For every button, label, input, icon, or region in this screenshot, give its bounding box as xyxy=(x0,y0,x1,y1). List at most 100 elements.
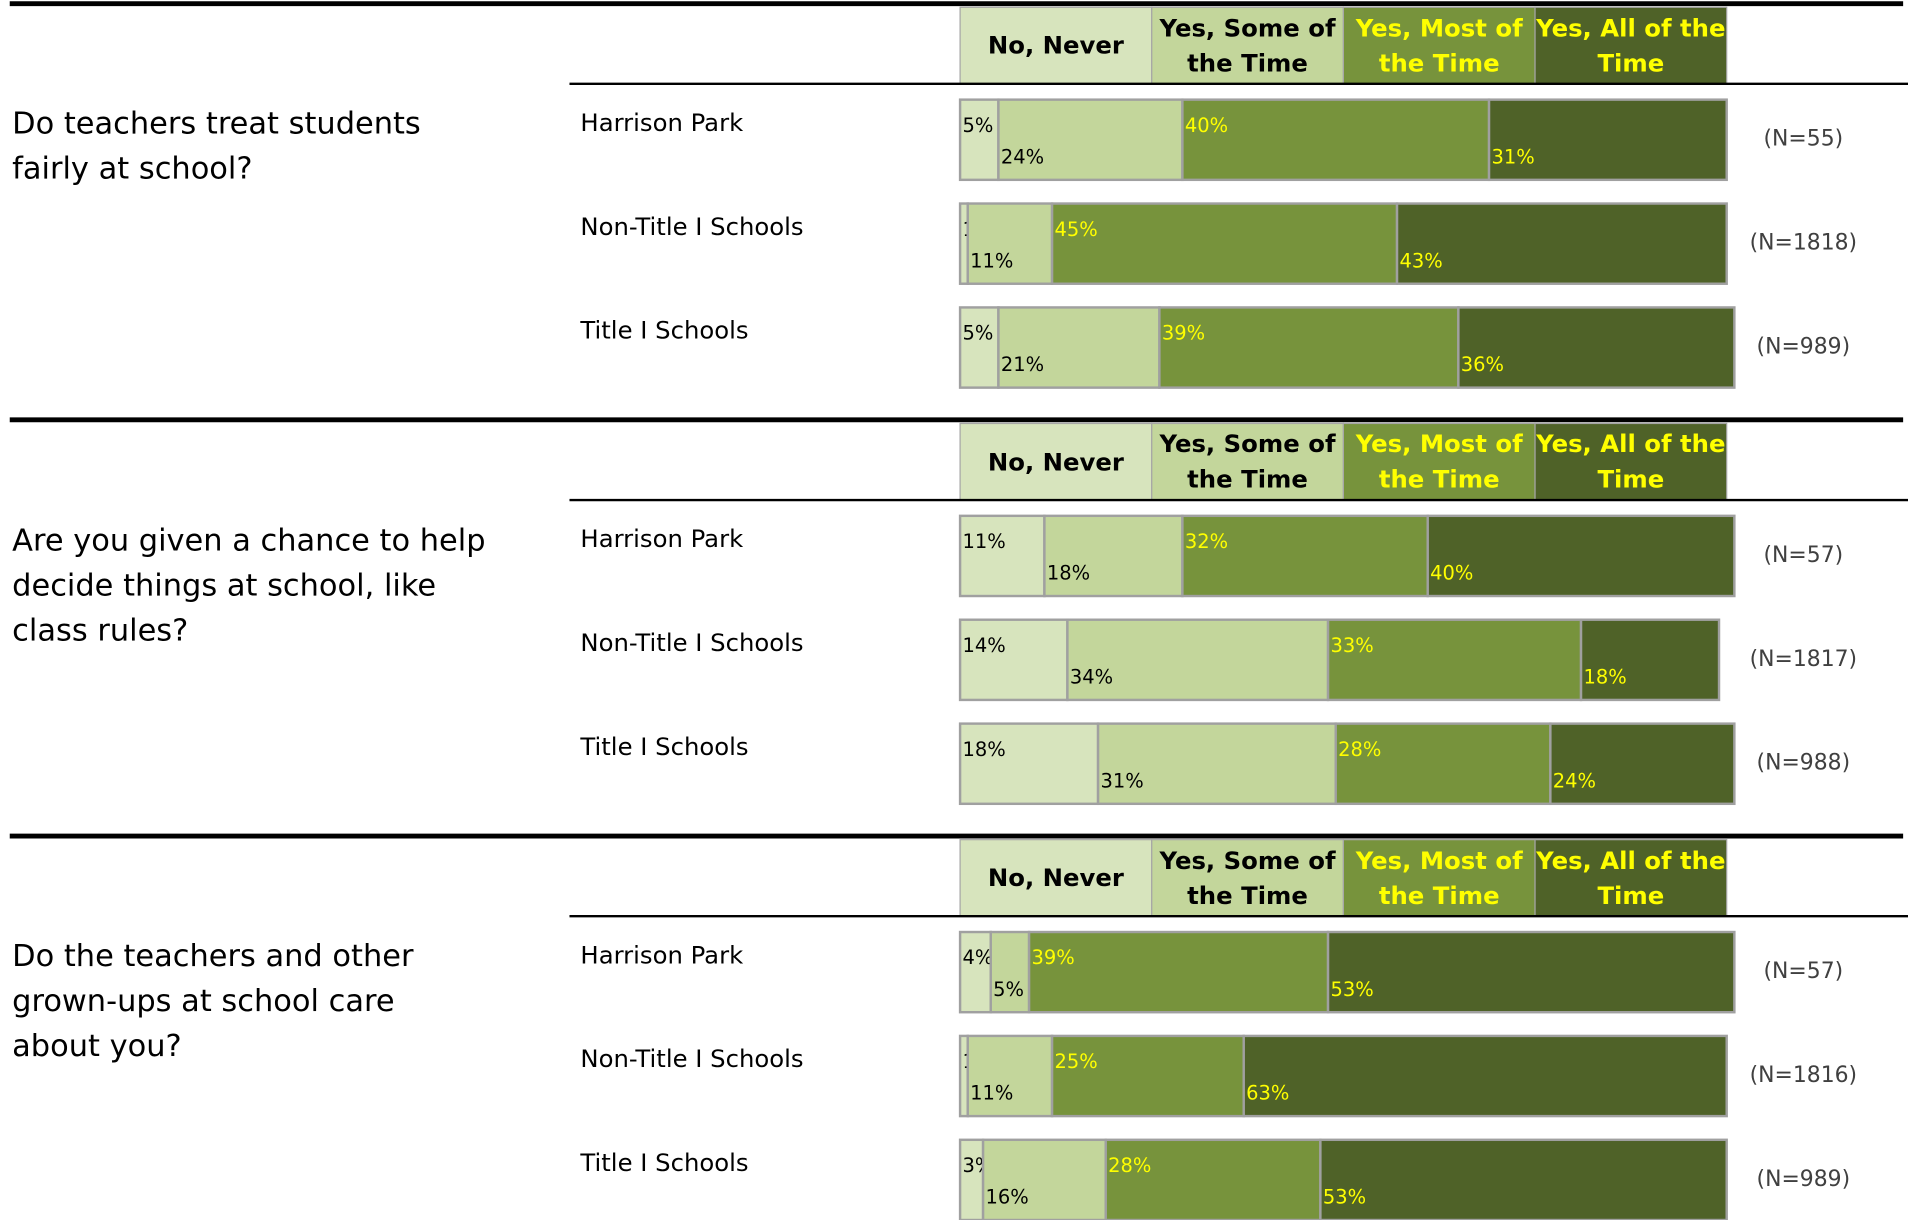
legend-label: Yes, Some of the Time xyxy=(1159,845,1336,910)
header-cell xyxy=(1534,422,1728,501)
legend-label-box: Yes, Most of the Time xyxy=(1356,13,1523,77)
bar-segment xyxy=(958,1138,985,1220)
bar-segment xyxy=(958,98,1000,182)
value-label: 28% xyxy=(1108,1154,1151,1177)
value-label: 5% xyxy=(993,978,1024,1001)
value-label: 24% xyxy=(1001,145,1044,168)
bar-segment xyxy=(1549,722,1736,806)
legend-label-box: Yes, Some of the Time xyxy=(1159,428,1336,494)
value-label: 5% xyxy=(963,322,994,345)
category-label: Harrison Park xyxy=(580,108,743,137)
value-label: 25% xyxy=(1055,1050,1098,1073)
bar-segment xyxy=(1319,1138,1728,1220)
header-cell xyxy=(1151,422,1344,501)
value-label: 11% xyxy=(963,530,1006,553)
value-label: 31% xyxy=(1491,145,1534,168)
n-label: (N=988) xyxy=(1757,751,1851,776)
question: Do teachers treat students fairly at sch… xyxy=(12,105,421,186)
bar-segment xyxy=(958,722,1100,806)
legend-label: No, Never xyxy=(987,30,1124,60)
bar-segment xyxy=(1050,202,1399,285)
value-label: 43% xyxy=(1399,249,1442,272)
header-cell xyxy=(959,839,1153,917)
bar-segment xyxy=(1181,98,1491,182)
bar-segment xyxy=(1066,618,1330,702)
value-label: 11% xyxy=(970,249,1013,272)
value-label: 21% xyxy=(1001,353,1044,376)
bar-segment xyxy=(1334,722,1552,806)
value-label: 40% xyxy=(1185,114,1228,137)
category-label: Non-Title I Schools xyxy=(580,1044,803,1073)
legend-label: Yes, All of the Time xyxy=(1536,428,1726,494)
question-box: Do teachers treat students fairly at sch… xyxy=(12,105,421,186)
value-label: 18% xyxy=(963,738,1006,761)
bar-segment xyxy=(958,306,1000,389)
category-label: Harrison Park xyxy=(580,524,743,553)
question-box: Do the teachers and other grown-ups at s… xyxy=(12,938,413,1063)
header-cell xyxy=(1534,6,1728,85)
bar-segment xyxy=(1050,1034,1245,1118)
header-cell xyxy=(1342,839,1536,917)
legend-label-box: No, Never xyxy=(987,862,1124,892)
bar-segment xyxy=(958,514,1046,598)
value-label: 63% xyxy=(1246,1082,1289,1105)
bar-segment xyxy=(1395,202,1728,285)
bar-segment xyxy=(1104,1138,1322,1220)
value-label: 45% xyxy=(1055,218,1098,241)
category-label: Non-Title I Schools xyxy=(580,212,803,241)
header-cell xyxy=(1534,839,1728,917)
bar-segment xyxy=(1158,306,1460,389)
header-cell xyxy=(1151,6,1344,85)
legend-label-box: Yes, All of the Time xyxy=(1536,845,1726,910)
question: Are you given a chance to help decide th… xyxy=(12,521,486,648)
value-label: 4% xyxy=(963,946,994,969)
legend-label-box: Yes, Most of the Time xyxy=(1355,845,1523,910)
value-label: 24% xyxy=(1553,769,1596,792)
bar-segment xyxy=(1096,722,1337,806)
header-cell xyxy=(959,422,1153,501)
n-label: (N=1818) xyxy=(1750,231,1858,256)
value-label: 14% xyxy=(963,634,1006,657)
bar-segment xyxy=(997,306,1161,389)
bar-segment xyxy=(1326,618,1583,702)
bar-segment xyxy=(1487,98,1728,182)
legend-label-box: Yes, Most of the Time xyxy=(1356,429,1523,493)
value-label: 5% xyxy=(963,114,994,137)
value-label: 39% xyxy=(1032,946,1075,969)
value-label: 28% xyxy=(1338,738,1381,761)
n-label: (N=1817) xyxy=(1750,647,1858,672)
n-label: (N=1816) xyxy=(1750,1063,1858,1088)
legend-label: No, Never xyxy=(987,446,1124,476)
n-label: (N=57) xyxy=(1764,959,1844,984)
legend-label: Yes, Most of the Time xyxy=(1355,845,1523,910)
legend-label-box: No, Never xyxy=(987,446,1124,476)
value-label: 11% xyxy=(970,1082,1013,1105)
n-label: (N=55) xyxy=(1764,127,1844,152)
legend-label-box: Yes, Some of the Time xyxy=(1159,12,1336,78)
bar-segment xyxy=(1181,514,1429,598)
value-label: 34% xyxy=(1070,666,1113,689)
category-label: Title I Schools xyxy=(579,316,748,345)
bar-segment xyxy=(1043,514,1184,598)
value-label: 16% xyxy=(986,1186,1029,1209)
category-label: Non-Title I Schools xyxy=(580,628,803,657)
value-label: 18% xyxy=(1047,562,1090,585)
legend-label: Yes, All of the Time xyxy=(1536,12,1726,78)
bar-segment xyxy=(1457,306,1736,389)
category-label: Title I Schools xyxy=(579,732,748,761)
value-label: 32% xyxy=(1185,530,1228,553)
bar-segment xyxy=(1579,618,1721,702)
value-label: 39% xyxy=(1162,322,1205,345)
category-label: Title I Schools xyxy=(579,1148,748,1177)
legend-label: Yes, Some of the Time xyxy=(1159,12,1336,78)
legend-label: No, Never xyxy=(987,862,1124,892)
n-label: (N=989) xyxy=(1757,335,1851,360)
bar-segment xyxy=(1326,930,1736,1014)
legend-label: Yes, Some of the Time xyxy=(1159,428,1336,494)
header-cell xyxy=(1342,422,1536,501)
value-label: 53% xyxy=(1323,1186,1366,1209)
bar-segment xyxy=(1242,1034,1728,1118)
bar-segment xyxy=(1027,930,1330,1014)
legend-label: Yes, All of the Time xyxy=(1536,845,1726,910)
legend-label-box: Yes, Some of the Time xyxy=(1159,845,1336,910)
